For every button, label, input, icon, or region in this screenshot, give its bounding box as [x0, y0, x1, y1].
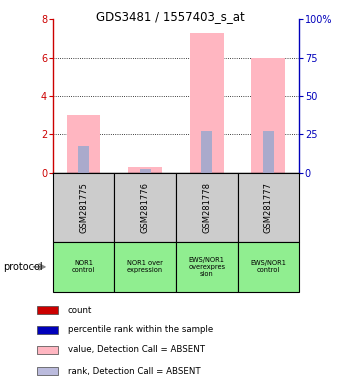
Text: EWS/NOR1
control: EWS/NOR1 control — [251, 260, 286, 273]
Bar — [67, 115, 100, 173]
Bar — [114, 242, 176, 292]
Bar — [53, 242, 114, 292]
Bar — [252, 58, 285, 173]
Bar — [53, 173, 114, 242]
Bar — [78, 146, 89, 173]
Text: percentile rank within the sample: percentile rank within the sample — [68, 325, 213, 334]
Text: count: count — [68, 306, 92, 314]
Text: NOR1 over
expression: NOR1 over expression — [127, 260, 163, 273]
Text: NOR1
control: NOR1 control — [72, 260, 95, 273]
Text: protocol: protocol — [3, 262, 43, 272]
Bar — [190, 33, 224, 173]
Text: rank, Detection Call = ABSENT: rank, Detection Call = ABSENT — [68, 367, 200, 376]
Text: GSM281777: GSM281777 — [264, 182, 273, 233]
Text: GSM281778: GSM281778 — [202, 182, 211, 233]
Bar — [37, 367, 58, 376]
Bar — [128, 167, 162, 173]
Bar — [201, 131, 212, 173]
Bar — [176, 242, 238, 292]
Bar — [238, 173, 299, 242]
Bar — [140, 169, 151, 173]
Text: GSM281775: GSM281775 — [79, 182, 88, 233]
Bar — [37, 326, 58, 334]
Bar — [37, 306, 58, 314]
Bar — [37, 346, 58, 354]
Text: GSM281776: GSM281776 — [141, 182, 150, 233]
Text: GDS3481 / 1557403_s_at: GDS3481 / 1557403_s_at — [96, 10, 244, 23]
Bar — [176, 173, 238, 242]
Bar — [238, 242, 299, 292]
Bar — [114, 173, 176, 242]
Bar — [263, 131, 274, 173]
Text: value, Detection Call = ABSENT: value, Detection Call = ABSENT — [68, 345, 205, 354]
Text: EWS/NOR1
overexpres
sion: EWS/NOR1 overexpres sion — [188, 257, 225, 277]
